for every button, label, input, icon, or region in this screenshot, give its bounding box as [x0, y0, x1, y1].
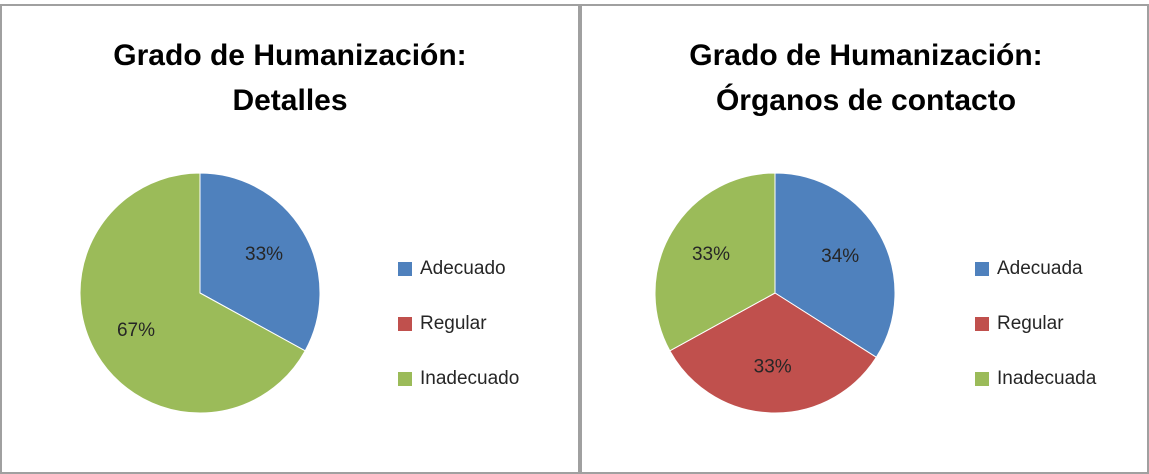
legend-label: Adecuado	[420, 258, 506, 279]
chart-title: Grado de Humanización: Detalles	[113, 39, 467, 117]
legend-swatch	[398, 372, 412, 386]
legend-label: Adecuada	[997, 258, 1083, 279]
legend-label: Inadecuado	[420, 368, 519, 389]
legend-label: Regular	[997, 313, 1064, 334]
data-label: 33%	[754, 356, 792, 377]
pie-slice	[774, 172, 896, 358]
page: Grado de Humanización: Detalles Grado de…	[0, 4, 1149, 474]
pie-slice	[199, 172, 321, 352]
legend-swatch	[975, 372, 989, 386]
data-label: 33%	[692, 244, 730, 265]
legend-label: Inadecuada	[997, 368, 1097, 389]
data-label: 33%	[245, 244, 283, 265]
data-label: 34%	[821, 246, 859, 267]
legend-label: Regular	[420, 313, 487, 334]
data-label: 67%	[117, 320, 155, 341]
legend-swatch	[975, 262, 989, 276]
pie-slice	[654, 172, 776, 352]
charts: 33% Adecuado Regular 67% Inadecuado 34% Adecua…	[79, 172, 1097, 414]
pie-slice	[79, 172, 306, 414]
legend-swatch	[975, 317, 989, 331]
legend-swatch	[398, 317, 412, 331]
chart-title: Grado de Humanización: Órganos de contac…	[689, 39, 1043, 117]
legend-swatch	[398, 262, 412, 276]
